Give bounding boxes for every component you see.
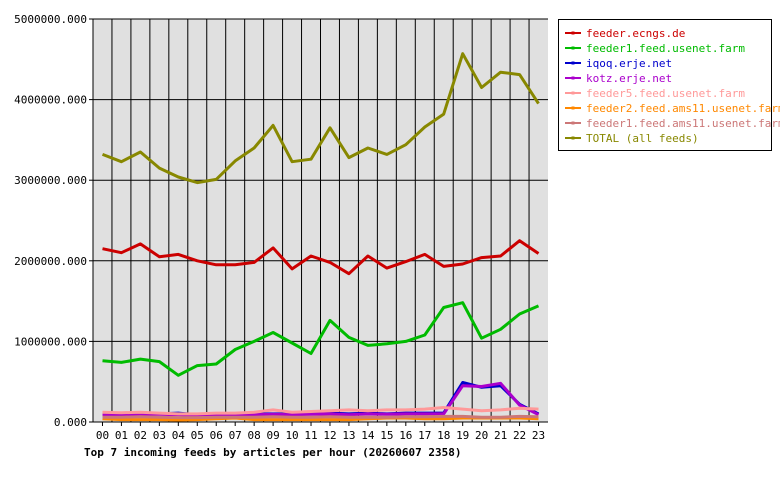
legend-label: iqoq.erje.net xyxy=(586,57,672,70)
legend-marker xyxy=(571,61,575,65)
legend-label: feeder1.feed.usenet.farm xyxy=(586,42,745,55)
x-tick-label: 05 xyxy=(191,429,204,442)
legend-label: feeder2.feed.ams11.usenet.farm xyxy=(586,102,780,115)
y-tick-label: 3000000.000 xyxy=(14,174,87,187)
x-tick-label: 07 xyxy=(229,429,242,442)
x-tick-label: 03 xyxy=(153,429,166,442)
legend-label: feeder.ecngs.de xyxy=(586,27,685,40)
x-tick-label: 19 xyxy=(456,429,469,442)
legend-marker xyxy=(571,121,575,125)
x-tick-label: 09 xyxy=(266,429,279,442)
legend-marker xyxy=(571,91,575,95)
y-tick-label: 4000000.000 xyxy=(14,94,87,107)
x-tick-label: 14 xyxy=(361,429,375,442)
series-line-8 xyxy=(101,52,540,185)
horizontal-gridlines xyxy=(93,18,548,342)
x-tick-label: 10 xyxy=(285,429,298,442)
x-tick-label: 06 xyxy=(210,429,223,442)
x-tick-label: 18 xyxy=(437,429,450,442)
x-tick-label: 20 xyxy=(475,429,488,442)
series-lines xyxy=(101,52,540,422)
legend-label: feeder1.feed.ams11.usenet.farm xyxy=(586,117,780,130)
x-tick-label: 12 xyxy=(323,429,336,442)
x-tick-label: 01 xyxy=(115,429,128,442)
chart-title: Top 7 incoming feeds by articles per hou… xyxy=(84,446,462,459)
x-tick-label: 15 xyxy=(380,429,393,442)
series-line-2 xyxy=(102,301,540,377)
legend-marker xyxy=(571,31,575,35)
y-tick-labels: 0.000 1000000.000 2000000.000 3000000.000 40… xyxy=(14,13,93,429)
x-tick-label: 04 xyxy=(172,429,186,442)
y-tick-label: 1000000.000 xyxy=(14,335,87,348)
x-tick-label: 00 xyxy=(96,429,109,442)
x-tick-label: 21 xyxy=(494,429,507,442)
y-tick-label: 5000000.000 xyxy=(14,13,87,26)
legend-marker xyxy=(571,136,575,140)
y-tick-label: 0.000 xyxy=(54,416,87,429)
x-tick-label: 23 xyxy=(532,429,545,442)
legend-marker xyxy=(571,46,575,50)
series-line-1 xyxy=(102,239,540,276)
x-tick-label: 22 xyxy=(513,429,526,442)
legend: feeder.ecngs.de feeder1.feed.usenet.farm i… xyxy=(565,27,780,145)
legend-label: kotz.erje.net xyxy=(586,72,672,85)
x-tick-label: 02 xyxy=(134,429,147,442)
x-tick-label: 11 xyxy=(304,429,317,442)
series-line-7 xyxy=(102,414,539,420)
legend-marker xyxy=(571,76,575,80)
legend-label: TOTAL (all feeds) xyxy=(586,132,699,145)
x-tick-label: 17 xyxy=(418,429,431,442)
legend-marker xyxy=(571,106,575,110)
x-tick-label: 16 xyxy=(399,429,412,442)
legend-label: feeder5.feed.usenet.farm xyxy=(586,87,745,100)
x-tick-labels: 00 01 02 03 04 05 06 07 08 09 10 11 12 13 14 15 16 17 18 19… xyxy=(96,422,545,442)
x-tick-label: 08 xyxy=(248,429,261,442)
x-tick-label: 13 xyxy=(342,429,355,442)
y-tick-label: 2000000.000 xyxy=(14,255,87,268)
series-line-5 xyxy=(102,406,539,416)
legend-box xyxy=(558,19,772,151)
vertical-gridlines xyxy=(111,19,530,422)
